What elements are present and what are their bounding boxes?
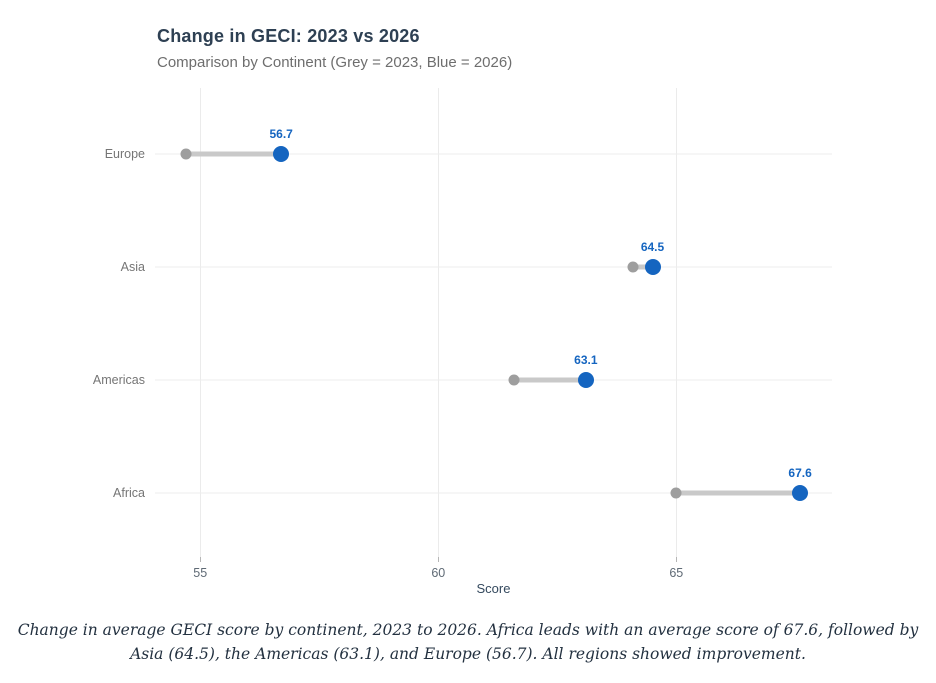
dumbbell-connector (676, 490, 801, 496)
gridline-vertical (676, 88, 678, 557)
dot-2023 (180, 148, 192, 160)
dot-2026 (577, 372, 594, 389)
gridline-horizontal (155, 379, 832, 381)
category-label: Europe (104, 147, 145, 162)
gridline-vertical (200, 88, 202, 557)
dumbbell-connector (514, 377, 586, 383)
value-label-2026: 56.7 (269, 127, 293, 142)
x-tick-label: 60 (431, 566, 446, 580)
x-tick-mark (438, 557, 440, 562)
x-tick-mark (676, 557, 678, 562)
dot-2026 (644, 259, 661, 276)
gridline-horizontal (155, 266, 832, 268)
dumbbell-connector (633, 264, 653, 270)
x-tick-label: 55 (193, 566, 208, 580)
figure-caption: Change in average GECI score by continen… (17, 621, 919, 664)
dot-2023 (627, 261, 639, 273)
category-label: Americas (92, 373, 145, 388)
value-label-2026: 64.5 (640, 240, 665, 255)
category-label: Asia (120, 260, 145, 275)
category-label: Africa (113, 486, 145, 501)
dot-2026 (792, 485, 809, 502)
value-label-2026: 67.6 (788, 466, 812, 481)
gridline-horizontal (155, 492, 832, 494)
gridline-vertical (438, 88, 440, 557)
chart-title: Change in GECI: 2023 vs 2026 (157, 26, 420, 46)
value-label-2026: 63.1 (574, 353, 598, 368)
x-tick-mark (200, 557, 202, 562)
dumbbell-connector (185, 151, 282, 157)
dot-2023 (670, 487, 682, 499)
dot-2026 (273, 146, 290, 163)
x-axis-title: Score (476, 581, 511, 596)
dot-2023 (508, 374, 520, 386)
chart-subtitle: Comparison by Continent (Grey = 2023, Bl… (157, 54, 513, 71)
gridline-horizontal (155, 153, 832, 155)
plot-area: 55 60 65 Europe 56.7 Asia 64.5 Americas 63.1 Afri… (93, 88, 832, 580)
x-tick-label: 65 (669, 566, 684, 580)
